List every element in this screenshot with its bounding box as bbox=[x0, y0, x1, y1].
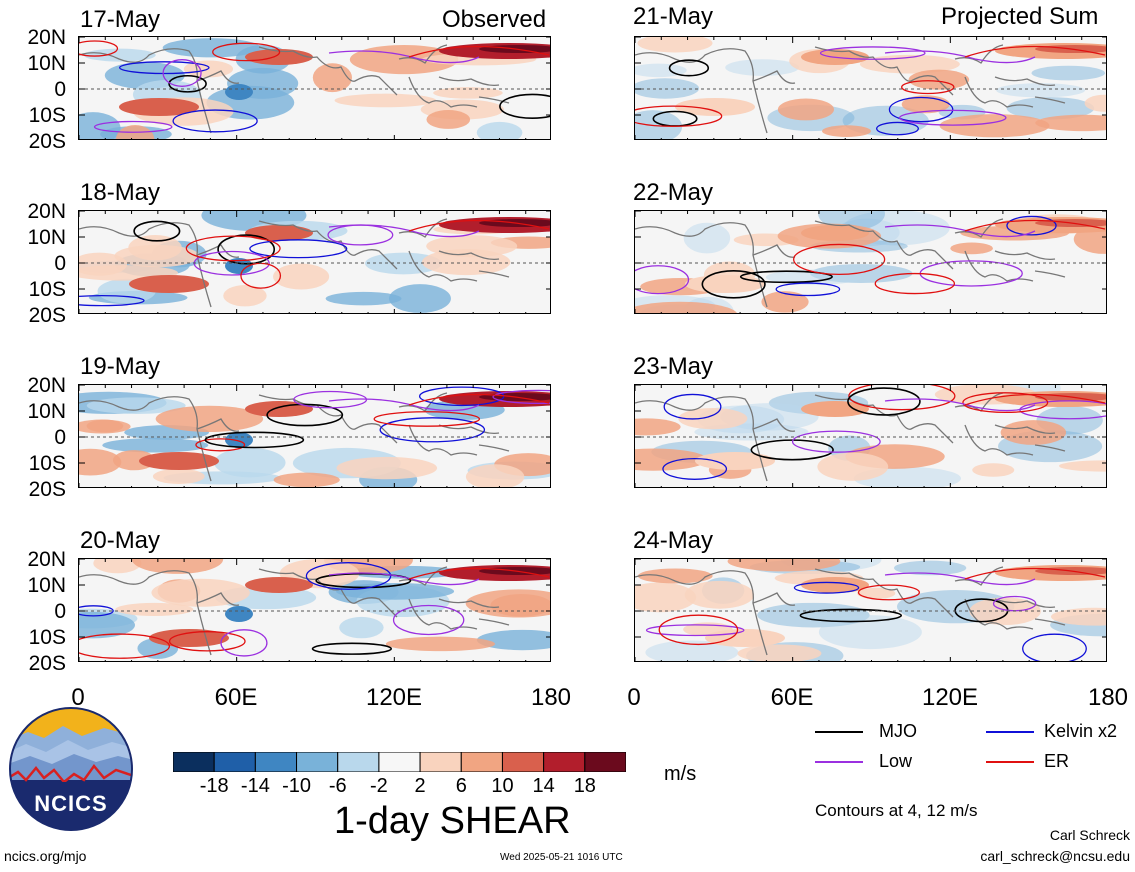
shear-map-panel-observed-3 bbox=[78, 384, 551, 488]
lat-label: 0 bbox=[54, 78, 66, 101]
colorbar-units: m/s bbox=[664, 763, 697, 785]
lon-label-left-120e: 120E bbox=[365, 684, 423, 711]
shear-map-panel-observed-2 bbox=[78, 210, 551, 314]
lat-label: 20N bbox=[27, 374, 66, 397]
ncics-logo-text: NCICS bbox=[34, 791, 108, 816]
contour-legend: MJO Kelvin x2 Low ER bbox=[815, 720, 1118, 780]
lat-label: 20N bbox=[27, 26, 66, 49]
shear-map-panel-observed-4 bbox=[78, 558, 551, 662]
map-graphic bbox=[79, 559, 550, 661]
lat-label: 10S bbox=[28, 626, 66, 649]
low-legend-label: Low bbox=[879, 751, 913, 771]
lon-label-right-180: 180 bbox=[1087, 684, 1129, 711]
lon-label-right-60e: 60E bbox=[770, 684, 814, 711]
colorbar-tick-label: -10 bbox=[282, 775, 311, 797]
panel-date-left-4: 20-May bbox=[80, 527, 161, 554]
shear-map-panel-projected-2 bbox=[634, 210, 1107, 314]
panel-date-right-3: 23-May bbox=[633, 353, 714, 380]
shear-map-panel-projected-4 bbox=[634, 558, 1107, 662]
panel-date-right-2: 22-May bbox=[633, 179, 714, 206]
colorbar-swatch bbox=[172, 751, 215, 773]
lon-label-left-60e: 60E bbox=[214, 684, 258, 711]
kelvin-legend-line bbox=[986, 731, 1034, 733]
map-graphic bbox=[635, 211, 1106, 313]
lat-label: 10N bbox=[27, 226, 66, 249]
lat-label: 10S bbox=[28, 104, 66, 127]
mjo-legend-label: MJO bbox=[879, 721, 917, 741]
lat-label: 0 bbox=[54, 426, 66, 449]
panel-date-left-2: 18-May bbox=[80, 179, 161, 206]
panel-date-right-1: 21-May bbox=[633, 3, 714, 30]
lon-label-right-0: 0 bbox=[627, 684, 641, 711]
colorbar bbox=[172, 751, 627, 773]
map-graphic bbox=[79, 211, 550, 313]
colorbar-swatch bbox=[501, 751, 545, 773]
colorbar-tick-label: 18 bbox=[573, 775, 596, 797]
lat-label: 0 bbox=[54, 252, 66, 275]
lat-label: 20N bbox=[27, 200, 66, 223]
map-graphic bbox=[79, 37, 550, 139]
colorbar-graphic bbox=[172, 751, 627, 773]
colorbar-tick-label: 6 bbox=[455, 775, 467, 797]
map-graphic bbox=[635, 385, 1106, 487]
colorbar-tick-label: 10 bbox=[491, 775, 514, 797]
colorbar-swatch bbox=[337, 751, 380, 773]
lat-label: 20S bbox=[28, 304, 66, 327]
lon-label-left-180: 180 bbox=[530, 684, 572, 711]
er-legend-label: ER bbox=[1044, 751, 1070, 771]
lat-label: 10N bbox=[27, 574, 66, 597]
colorbar-swatch bbox=[213, 751, 256, 773]
ncics-logo-graphic bbox=[9, 707, 133, 831]
map-graphic bbox=[635, 37, 1106, 139]
colorbar-tick-label: -18 bbox=[199, 775, 229, 797]
site-link[interactable]: ncics.org/mjo bbox=[4, 848, 87, 864]
projected-sum-header: Projected Sum bbox=[941, 3, 1099, 30]
colorbar-swatch bbox=[296, 751, 339, 773]
colorbar-swatch bbox=[584, 751, 627, 773]
colorbar-swatch bbox=[460, 751, 503, 773]
low-legend-line bbox=[815, 761, 863, 763]
lat-label: 20S bbox=[28, 478, 66, 501]
colorbar-tick-label: 2 bbox=[414, 775, 426, 797]
ncics-logo: NCICS bbox=[8, 706, 134, 832]
shear-map-panel-projected-1 bbox=[634, 36, 1107, 140]
lat-label: 0 bbox=[54, 600, 66, 623]
panel-date-right-4: 24-May bbox=[633, 527, 714, 554]
map-graphic bbox=[79, 385, 550, 487]
generation-timestamp: Wed 2025-05-21 1016 UTC bbox=[500, 852, 623, 863]
colorbar-tick-label: 14 bbox=[532, 775, 555, 797]
contours-note: Contours at 4, 12 m/s bbox=[815, 801, 978, 820]
figure-title: 1-day SHEAR bbox=[334, 800, 571, 842]
lat-label: 20N bbox=[27, 548, 66, 571]
panel-date-left-1: 17-May bbox=[80, 6, 161, 33]
observed-header: Observed bbox=[442, 6, 547, 33]
colorbar-swatch bbox=[254, 751, 298, 773]
colorbar-tick-label: -2 bbox=[370, 775, 388, 797]
lat-label: 20S bbox=[28, 652, 66, 675]
author-email[interactable]: carl_schreck@ncsu.edu bbox=[980, 848, 1130, 864]
colorbar-tick-label: -6 bbox=[328, 775, 347, 797]
colorbar-swatch bbox=[543, 751, 586, 773]
kelvin-legend-label: Kelvin x2 bbox=[1044, 721, 1118, 741]
lat-label: 10N bbox=[27, 400, 66, 423]
lon-label-right-120e: 120E bbox=[921, 684, 979, 711]
author-name: Carl Schreck bbox=[1049, 827, 1130, 843]
map-graphic bbox=[635, 559, 1106, 661]
shear-map-panel-projected-3 bbox=[634, 384, 1107, 488]
lat-label: 20S bbox=[28, 130, 66, 153]
colorbar-swatch bbox=[419, 751, 462, 773]
lon-label-left-0: 0 bbox=[71, 684, 85, 711]
colorbar-tick-label: -14 bbox=[240, 775, 270, 797]
shear-map-panel-observed-1 bbox=[78, 36, 551, 140]
er-legend-line bbox=[986, 761, 1034, 763]
colorbar-swatch bbox=[378, 751, 421, 773]
panel-date-left-3: 19-May bbox=[80, 353, 161, 380]
lat-label: 10N bbox=[27, 52, 66, 75]
lat-label: 10S bbox=[28, 278, 66, 301]
lat-label: 10S bbox=[28, 452, 66, 475]
mjo-legend-line bbox=[815, 731, 863, 733]
